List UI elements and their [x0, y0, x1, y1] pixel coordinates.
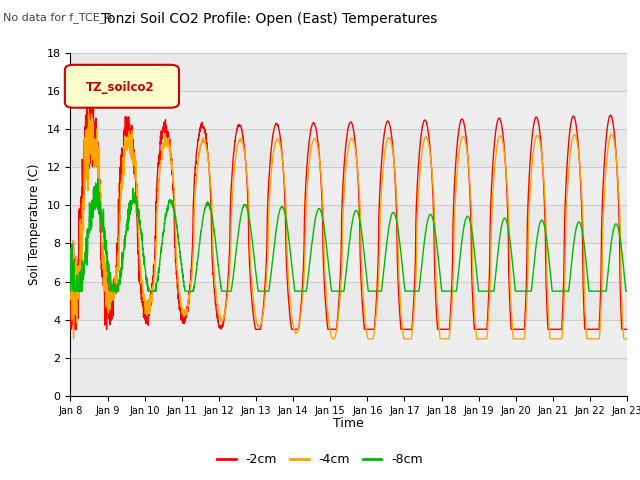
Bar [70, 358, 627, 396]
Text: No data for f_TCE_4: No data for f_TCE_4 [3, 12, 113, 23]
Bar [70, 53, 627, 91]
Bar [70, 91, 627, 129]
Legend: -2cm, -4cm, -8cm: -2cm, -4cm, -8cm [212, 448, 428, 471]
Y-axis label: Soil Temperature (C): Soil Temperature (C) [28, 164, 41, 285]
Bar [70, 129, 627, 167]
Text: Tonzi Soil CO2 Profile: Open (East) Temperatures: Tonzi Soil CO2 Profile: Open (East) Temp… [100, 12, 437, 26]
Bar [70, 205, 627, 243]
Bar [70, 282, 627, 320]
Bar [70, 167, 627, 205]
FancyBboxPatch shape [65, 65, 179, 108]
X-axis label: Time: Time [333, 417, 364, 430]
Bar [70, 320, 627, 358]
Bar [70, 243, 627, 282]
Text: TZ_soilco2: TZ_soilco2 [86, 81, 155, 94]
